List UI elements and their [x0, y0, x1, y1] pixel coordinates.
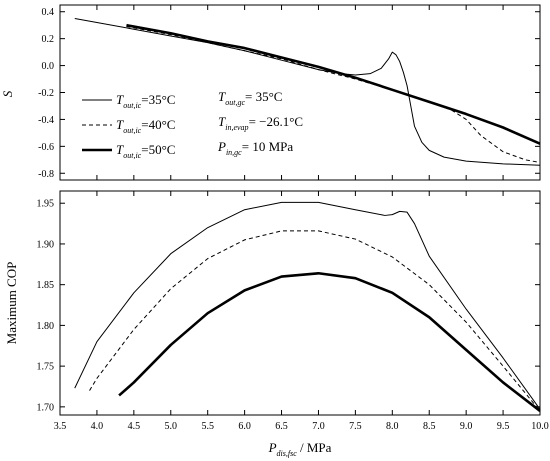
x-tick-label: 9.0 [460, 421, 473, 432]
x-tick-label: 6.0 [238, 421, 251, 432]
x-tick-label: 6.5 [275, 421, 288, 432]
s-series-line [74, 17, 541, 166]
s-series-line [126, 23, 541, 145]
cop-y-tick-label: 1.70 [37, 402, 55, 413]
annotation-t-in-evap: Tin,evap= −26.1°C [218, 114, 303, 132]
x-tick-label: 10.0 [531, 421, 549, 432]
cop-y-axis: 1.95 1.90 1.85 1.80 1.75 1.70 [37, 199, 540, 413]
s-y-tick-label: 0.4 [42, 7, 55, 18]
cop-y-tick-label: 1.85 [37, 280, 55, 291]
s-y-axis: 0.4 0.2 0.0 -0.2 -0.4 -0.6 -0.8 [38, 7, 540, 180]
s-chart-panel: 0.4 0.2 0.0 -0.2 -0.4 -0.6 -0.8 S Tout,ic=35°C… [0, 4, 541, 181]
cop-series-line [89, 230, 541, 412]
x-tick-label: 8.0 [386, 421, 399, 432]
x-axis-label: Pdis,fsc / MPa [268, 440, 332, 458]
s-y-tick-label: 0.0 [42, 61, 55, 72]
s-series-group [59, 5, 541, 180]
s-y-tick-label: 0.2 [42, 34, 55, 45]
legend: Tout,ic=35°C Tout,ic=40°C Tout,ic=50°C [82, 92, 175, 160]
x-tick-label: 8.5 [423, 421, 436, 432]
x-tick-label: 5.0 [165, 421, 178, 432]
cop-y-axis-label: Maximum COP [4, 262, 19, 345]
x-tick-label: 4.5 [128, 421, 141, 432]
cop-y-tick-label: 1.80 [37, 321, 55, 332]
s-y-axis-label: S [0, 90, 15, 97]
legend-entry-40: Tout,ic=40°C [116, 117, 175, 135]
x-tick-label: 4.0 [91, 421, 104, 432]
annotation-p-in-gc: Pin,gc= 10 MPa [217, 139, 293, 157]
x-tick-label: 7.5 [349, 421, 362, 432]
s-y-tick-label: -0.2 [38, 88, 54, 99]
x-tick-label: 3.5 [54, 421, 67, 432]
s-y-tick-label: -0.6 [38, 142, 54, 153]
cop-chart-frame [59, 190, 541, 416]
legend-entry-50: Tout,ic=50°C [116, 142, 175, 160]
cop-y-tick-label: 1.90 [37, 239, 55, 250]
x-tick-label: 5.5 [201, 421, 214, 432]
cop-series-line [118, 271, 541, 412]
cop-y-tick-label: 1.95 [37, 199, 55, 210]
s-series-line [126, 26, 541, 163]
x-tick-label: 9.5 [497, 421, 510, 432]
annotation-t-out-gc: Tout,gc= 35°C [218, 89, 282, 107]
x-tick-label: 7.0 [312, 421, 325, 432]
s-y-tick-label: -0.8 [38, 169, 54, 180]
cop-series-line [74, 201, 541, 410]
x-axis: 3.5 4.0 4.5 5.0 5.5 6.0 6.5 7.0 7.5 8.0 8.5 9.0 9.5 1… [54, 421, 549, 432]
cop-series-group [59, 191, 541, 415]
s-y-tick-label: -0.4 [38, 115, 54, 126]
cop-chart-panel: 1.95 1.90 1.85 1.80 1.75 1.70 3.5 4.0 4.5 5.0 5.5… [4, 190, 549, 458]
operating-conditions: Tout,gc= 35°C Tin,evap= −26.1°C Pin,gc= … [217, 89, 303, 157]
legend-entry-35: Tout,ic=35°C [116, 92, 175, 110]
cop-y-tick-label: 1.75 [37, 362, 55, 373]
